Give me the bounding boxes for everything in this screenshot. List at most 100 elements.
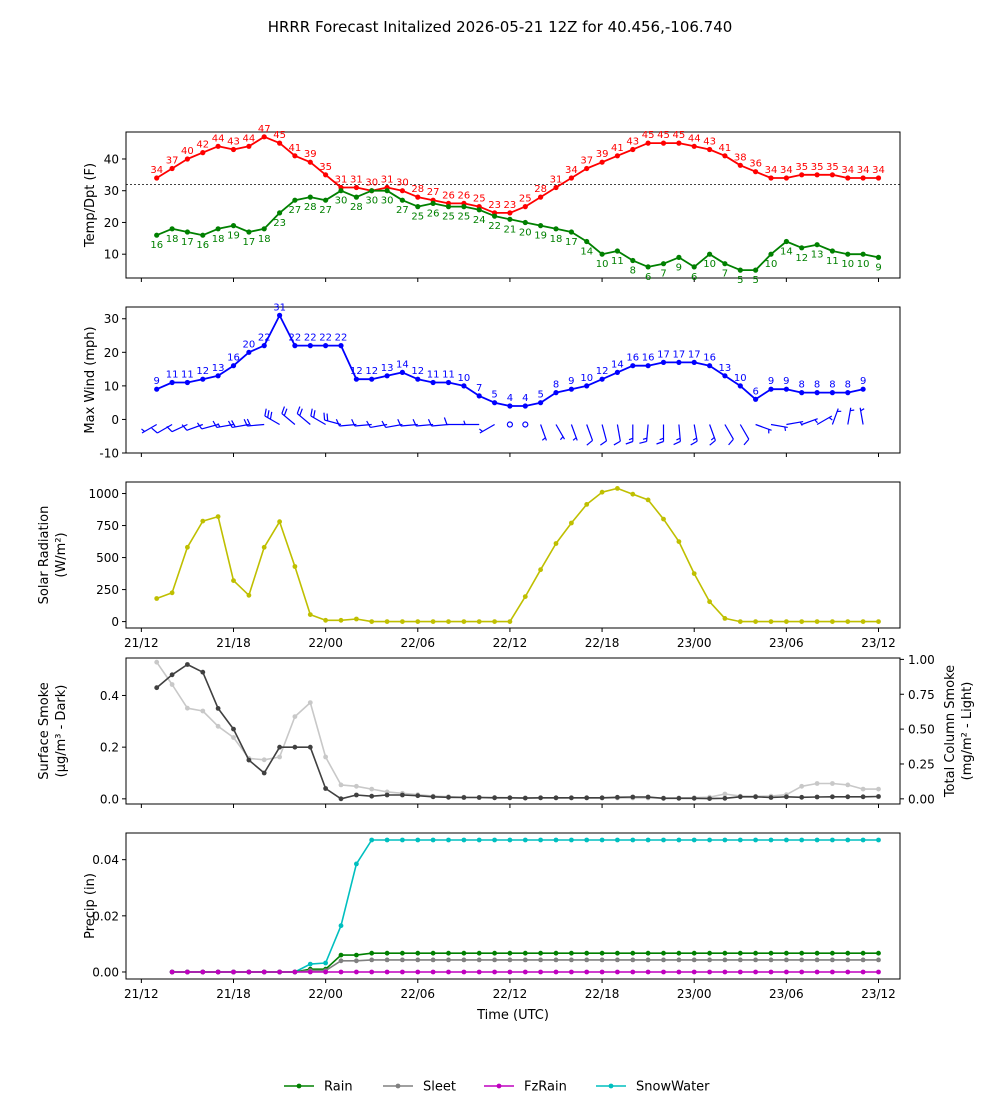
wind-point <box>768 386 774 392</box>
sleet-precip-point <box>661 957 666 963</box>
wind-barb-flag <box>296 406 301 414</box>
sleet-precip-point <box>415 957 421 963</box>
wind-barb-flag <box>281 406 286 414</box>
wind-point <box>445 379 452 386</box>
surface-smoke-point <box>584 795 590 801</box>
fzrain-precip-point <box>860 969 866 975</box>
dewpoint-data-label: 10 <box>857 259 870 270</box>
wind-barb-half <box>572 437 577 441</box>
rain-precip-point <box>599 950 605 956</box>
snowwater-precip-point <box>323 960 328 966</box>
fzrain-precip-point <box>645 969 651 975</box>
x-tick-label: 23/06 <box>769 636 804 650</box>
wind-barb-flag <box>613 440 621 446</box>
solar-point <box>784 619 789 624</box>
temp-data-label: 45 <box>672 130 685 141</box>
fzrain-precip-point <box>522 969 528 975</box>
rain-precip-point <box>722 950 728 956</box>
wind-data-label: 14 <box>396 359 409 370</box>
surface-smoke-point <box>876 794 881 799</box>
snowwater-precip-point <box>676 837 682 843</box>
surface-smoke-point <box>599 795 605 801</box>
wind-barb-flag <box>323 412 326 421</box>
y-tick-label: 10 <box>104 248 119 262</box>
column-smoke-point <box>814 781 820 786</box>
temp-point <box>200 150 206 156</box>
solar-point <box>799 619 805 624</box>
fzrain-precip-point <box>569 969 574 975</box>
fzrain-precip-point <box>722 969 728 975</box>
wind-point <box>430 379 436 386</box>
temp-point <box>707 146 713 153</box>
dewpoint-point <box>169 226 175 232</box>
dewpoint-point <box>369 188 375 194</box>
temp-data-label: 37 <box>580 156 593 167</box>
solar-point <box>722 616 728 621</box>
temp-data-label: 43 <box>227 136 240 147</box>
wind-data-label: 20 <box>242 339 255 350</box>
wind-point <box>230 363 237 369</box>
temp-data-label: 27 <box>427 187 440 198</box>
wind-barb-flag <box>427 418 433 427</box>
wind-data-label: 22 <box>304 333 317 344</box>
temp-data-label: 45 <box>273 130 286 141</box>
dewpoint-data-label: 11 <box>611 256 624 267</box>
surface-smoke-point <box>691 795 697 801</box>
dewpoint-point <box>676 254 682 260</box>
wind-barb <box>522 421 529 428</box>
temp-point <box>722 153 728 159</box>
surface-smoke-point <box>538 795 543 801</box>
solar-point <box>323 617 328 623</box>
fzrain-precip-point <box>507 969 513 975</box>
dewpoint-point <box>568 229 575 235</box>
column-smoke-point <box>169 682 175 687</box>
wind-data-label: 8 <box>799 380 805 391</box>
wind-barb-half <box>676 437 681 441</box>
y-axis-label: Precip (in) <box>83 873 98 939</box>
solar-point <box>507 619 513 624</box>
rain-precip-point <box>569 950 574 956</box>
wind-barb <box>570 424 578 441</box>
surface-smoke-point <box>323 786 328 791</box>
wind-point <box>799 390 805 396</box>
wind-point <box>522 403 528 409</box>
dewpoint-data-label: 19 <box>227 231 240 242</box>
wind-point <box>660 359 667 365</box>
snowwater-precip-point <box>845 837 851 843</box>
snowwater-precip-point <box>784 837 789 843</box>
solar-point <box>538 567 543 573</box>
x-tick-label: 21/12 <box>124 987 159 1001</box>
wind-data-label: 4 <box>507 393 513 404</box>
fzrain-precip-point <box>876 969 881 975</box>
wind-barb <box>786 420 804 426</box>
wind-barb-flag <box>443 417 448 425</box>
rain-precip-point <box>430 950 436 956</box>
wind-barb <box>600 424 608 446</box>
x-tick-label: 23/12 <box>861 636 896 650</box>
wind-data-label: 13 <box>719 363 732 374</box>
dewpoint-point <box>630 257 636 264</box>
temp-point <box>737 162 743 168</box>
wind-barb-shaft <box>646 424 649 442</box>
wind-barb <box>639 424 649 444</box>
wind-data-label: 13 <box>212 363 225 374</box>
fzrain-precip-point <box>492 969 497 975</box>
wind-point <box>553 390 559 396</box>
dewpoint-point <box>814 242 820 248</box>
snowwater-precip-point <box>661 837 666 843</box>
column-smoke-point <box>369 786 375 792</box>
snowwater-precip-point <box>615 837 620 843</box>
dewpoint-data-label: 18 <box>212 234 225 245</box>
temp-data-label: 25 <box>473 194 486 205</box>
temp-data-label: 44 <box>212 133 225 144</box>
rain-precip-point <box>615 950 620 956</box>
rain-precip-point <box>584 950 590 956</box>
wind-barb-flag <box>231 420 236 428</box>
snowwater-precip-point <box>538 837 543 843</box>
snowwater-precip-point <box>630 837 636 843</box>
surface-smoke-point <box>737 794 743 800</box>
snowwater-precip-point <box>753 837 758 843</box>
dewpoint-data-label: 16 <box>150 240 163 251</box>
rain-precip-point <box>476 950 482 956</box>
wind-point <box>492 400 498 406</box>
